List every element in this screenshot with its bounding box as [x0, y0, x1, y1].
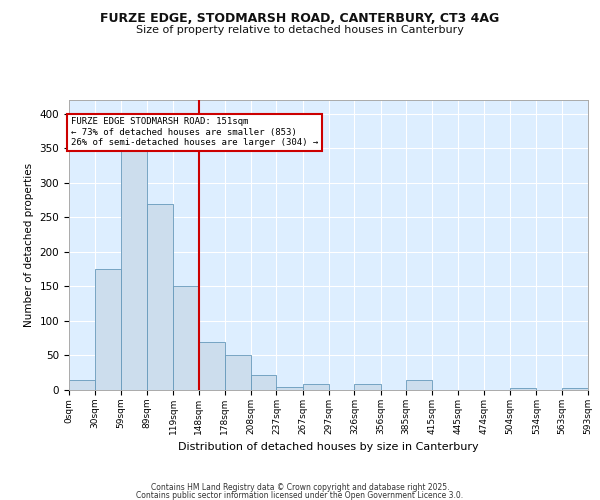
Bar [562, 388, 588, 390]
Bar [173, 286, 199, 390]
Bar [225, 356, 251, 390]
Text: Size of property relative to detached houses in Canterbury: Size of property relative to detached ho… [136, 25, 464, 35]
Bar [147, 204, 173, 390]
Bar [355, 384, 380, 390]
Bar [69, 380, 95, 390]
Bar [302, 384, 329, 390]
X-axis label: Distribution of detached houses by size in Canterbury: Distribution of detached houses by size … [178, 442, 479, 452]
Bar [95, 269, 121, 390]
Bar [251, 375, 277, 390]
Bar [199, 342, 225, 390]
Bar [121, 134, 147, 390]
Y-axis label: Number of detached properties: Number of detached properties [24, 163, 34, 327]
Bar [277, 386, 302, 390]
Bar [510, 388, 536, 390]
Text: FURZE EDGE STODMARSH ROAD: 151sqm
← 73% of detached houses are smaller (853)
26%: FURZE EDGE STODMARSH ROAD: 151sqm ← 73% … [71, 118, 318, 147]
Bar [406, 380, 432, 390]
Text: FURZE EDGE, STODMARSH ROAD, CANTERBURY, CT3 4AG: FURZE EDGE, STODMARSH ROAD, CANTERBURY, … [100, 12, 500, 26]
Text: Contains HM Land Registry data © Crown copyright and database right 2025.: Contains HM Land Registry data © Crown c… [151, 484, 449, 492]
Text: Contains public sector information licensed under the Open Government Licence 3.: Contains public sector information licen… [136, 491, 464, 500]
